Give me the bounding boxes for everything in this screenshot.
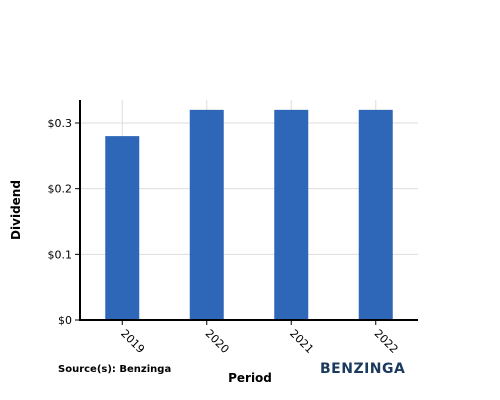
x-tick-label: 2019 [118, 327, 147, 356]
bars [105, 109, 393, 321]
y-axis-title: Dividend [9, 180, 23, 240]
source-note: Source(s): Benzinga [58, 364, 172, 375]
x-tick-label: 2020 [203, 327, 232, 356]
x-tick-label: 2021 [287, 327, 316, 356]
benzinga-logo: BENZINGA [320, 361, 406, 377]
x-axis-title: Period [228, 371, 272, 385]
bar-2021 [274, 109, 309, 321]
x-tick-label: 2022 [372, 327, 401, 356]
x-ticks: 2019 2020 2021 2022 [118, 320, 401, 356]
bar-2020 [189, 109, 224, 321]
y-tick-label: $0 [58, 314, 72, 327]
y-tick-label: $0.1 [48, 248, 73, 261]
bar-2019 [105, 136, 140, 320]
axes [79, 100, 418, 321]
y-ticks: $0 $0.1 $0.2 $0.3 [48, 117, 80, 327]
bar-2022 [358, 109, 393, 321]
y-tick-label: $0.3 [48, 117, 73, 130]
y-tick-label: $0.2 [48, 183, 73, 196]
